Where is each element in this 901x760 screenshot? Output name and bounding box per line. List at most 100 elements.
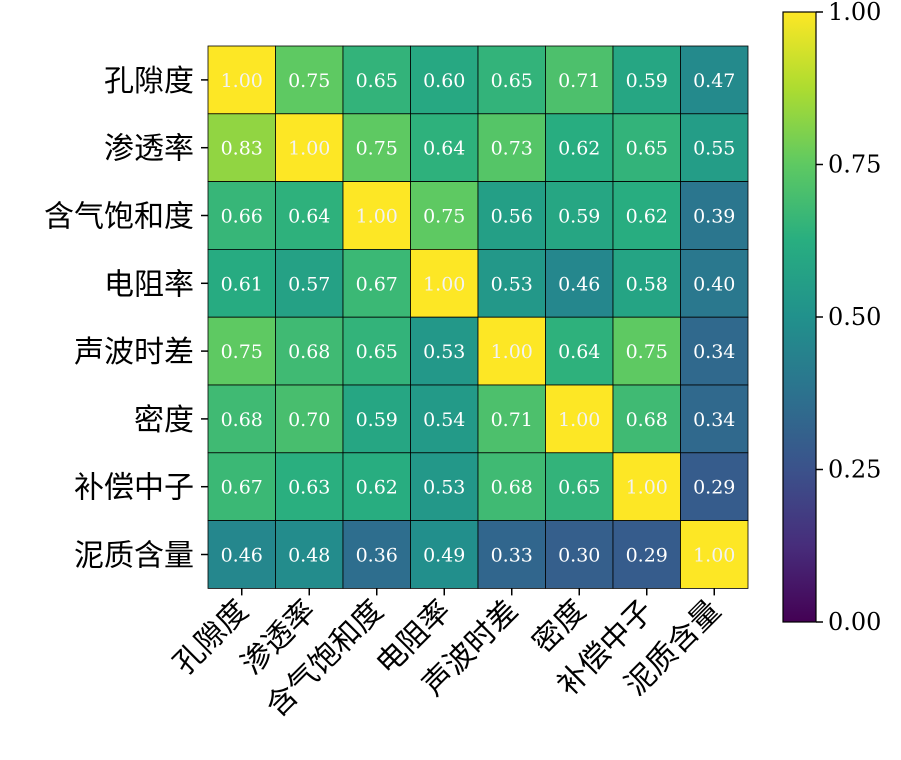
cell-value-label: 0.61	[221, 273, 263, 295]
row-label: 密度	[134, 403, 194, 438]
cell-value-label: 0.67	[221, 477, 263, 499]
heatmap-cells: 1.00 0.75 0.65 0.60 0.65 0.71 0.59 0.47 0.83 1.00…	[207, 45, 749, 589]
heatmap-cell-r3-c2	[342, 248, 411, 318]
cell-value-label: 0.71	[491, 409, 533, 431]
heatmap-cell-r2-c3	[410, 181, 479, 250]
cell-value-label: 0.49	[423, 545, 465, 567]
heatmap-cell-r0-c2	[342, 45, 411, 115]
cell-value-label: 0.67	[356, 273, 398, 295]
heatmap-cell-r2-c7	[680, 181, 749, 250]
heatmap-cell-r7-c4	[477, 520, 546, 589]
row-label: 电阻率	[104, 267, 194, 302]
heatmap-cell-r2-c2	[342, 181, 411, 250]
row-label: 泥质含量	[74, 539, 194, 574]
cell-value-label: 0.36	[356, 545, 398, 567]
cell-value-label: 0.33	[491, 545, 533, 567]
heatmap-cell-r3-c4	[477, 248, 546, 318]
cell-value-label: 0.62	[558, 138, 600, 160]
cell-value-label: 0.65	[626, 138, 668, 160]
heatmap-cell-r7-c2	[342, 520, 411, 589]
row-label: 补偿中子	[74, 471, 194, 506]
heatmap-cell-r3-c3	[410, 248, 479, 318]
colorbar-tick-label: 0.25	[828, 456, 881, 484]
heatmap-cell-r4-c7	[680, 316, 749, 386]
heatmap-cell-r6-c5	[545, 452, 614, 521]
cell-value-label: 0.68	[288, 341, 330, 363]
cell-value-label: 0.64	[288, 206, 330, 228]
heatmap-cell-r4-c6	[612, 316, 681, 386]
cell-value-label: 0.83	[221, 138, 263, 160]
cell-value-label: 1.00	[491, 341, 533, 363]
heatmap-cell-r1-c3	[410, 113, 479, 183]
cell-value-label: 0.75	[356, 138, 398, 160]
cell-value-label: 1.00	[626, 477, 668, 499]
cell-value-label: 1.00	[423, 273, 465, 295]
cell-value-label: 0.29	[693, 477, 735, 499]
heatmap-cell-r2-c0	[207, 181, 276, 250]
cell-value-label: 0.53	[491, 273, 533, 295]
cell-value-label: 0.65	[356, 70, 398, 92]
cell-value-label: 0.75	[221, 341, 263, 363]
heatmap-cell-r0-c1	[275, 45, 344, 115]
heatmap-cell-r7-c5	[545, 520, 614, 589]
cell-value-label: 0.39	[693, 206, 735, 228]
cell-value-label: 0.59	[558, 206, 600, 228]
colorbar-tick-label: 0.50	[828, 303, 881, 331]
cell-value-label: 0.34	[693, 341, 735, 363]
cell-value-label: 1.00	[693, 545, 735, 567]
heatmap-cell-r6-c0	[207, 452, 276, 521]
heatmap-cell-r0-c5	[545, 45, 614, 115]
heatmap-cell-r0-c0	[207, 45, 276, 115]
cell-value-label: 0.30	[558, 545, 600, 567]
heatmap-cell-r5-c7	[680, 384, 749, 454]
cell-value-label: 0.59	[626, 70, 668, 92]
cell-value-label: 0.47	[693, 70, 735, 92]
cell-value-label: 0.71	[558, 70, 600, 92]
cell-value-label: 0.55	[693, 138, 735, 160]
cell-value-label: 0.62	[626, 206, 668, 228]
heatmap-cell-r4-c3	[410, 316, 479, 386]
cell-value-label: 0.66	[221, 206, 263, 228]
heatmap-cell-r2-c6	[612, 181, 681, 250]
heatmap-cell-r7-c3	[410, 520, 479, 589]
cell-value-label: 1.00	[356, 206, 398, 228]
cell-value-label: 0.53	[423, 341, 465, 363]
cell-value-label: 0.58	[626, 273, 668, 295]
cell-value-label: 0.46	[558, 273, 600, 295]
heatmap-cell-r5-c5	[545, 384, 614, 454]
heatmap-cell-r4-c2	[342, 316, 411, 386]
heatmap-cell-r3-c6	[612, 248, 681, 318]
cell-value-label: 1.00	[288, 138, 330, 160]
heatmap-cell-r7-c1	[275, 520, 344, 589]
cell-value-label: 0.70	[288, 409, 330, 431]
cell-value-label: 0.34	[693, 409, 735, 431]
cell-value-label: 0.54	[423, 409, 465, 431]
heatmap-cell-r6-c1	[275, 452, 344, 521]
cell-value-label: 1.00	[221, 70, 263, 92]
heatmap-cell-r6-c6	[612, 452, 681, 521]
cell-value-label: 0.60	[423, 70, 465, 92]
cell-value-label: 0.48	[288, 545, 330, 567]
cell-value-label: 0.64	[558, 341, 600, 363]
cell-value-label: 0.57	[288, 273, 330, 295]
cell-value-label: 0.64	[423, 138, 465, 160]
row-label: 孔隙度	[104, 64, 194, 99]
row-label: 声波时差	[74, 335, 194, 370]
cell-value-label: 0.68	[221, 409, 263, 431]
cell-value-label: 0.73	[491, 138, 533, 160]
cell-value-label: 0.40	[693, 273, 735, 295]
colorbar-tick-label: 0.75	[828, 151, 881, 179]
heatmap-cell-r2-c4	[477, 181, 546, 250]
cell-value-label: 1.00	[558, 409, 600, 431]
heatmap-cell-r0-c7	[680, 45, 749, 115]
heatmap-cell-r7-c7	[680, 520, 749, 589]
heatmap-cell-r6-c4	[477, 452, 546, 521]
heatmap-cell-r1-c4	[477, 113, 546, 183]
heatmap-cell-r6-c7	[680, 452, 749, 521]
colorbar-tick-label: 1.00	[828, 0, 881, 26]
column-label: 孔隙度	[167, 593, 255, 681]
heatmap-cell-r1-c5	[545, 113, 614, 183]
cell-value-label: 0.65	[558, 477, 600, 499]
cell-value-label: 0.68	[491, 477, 533, 499]
